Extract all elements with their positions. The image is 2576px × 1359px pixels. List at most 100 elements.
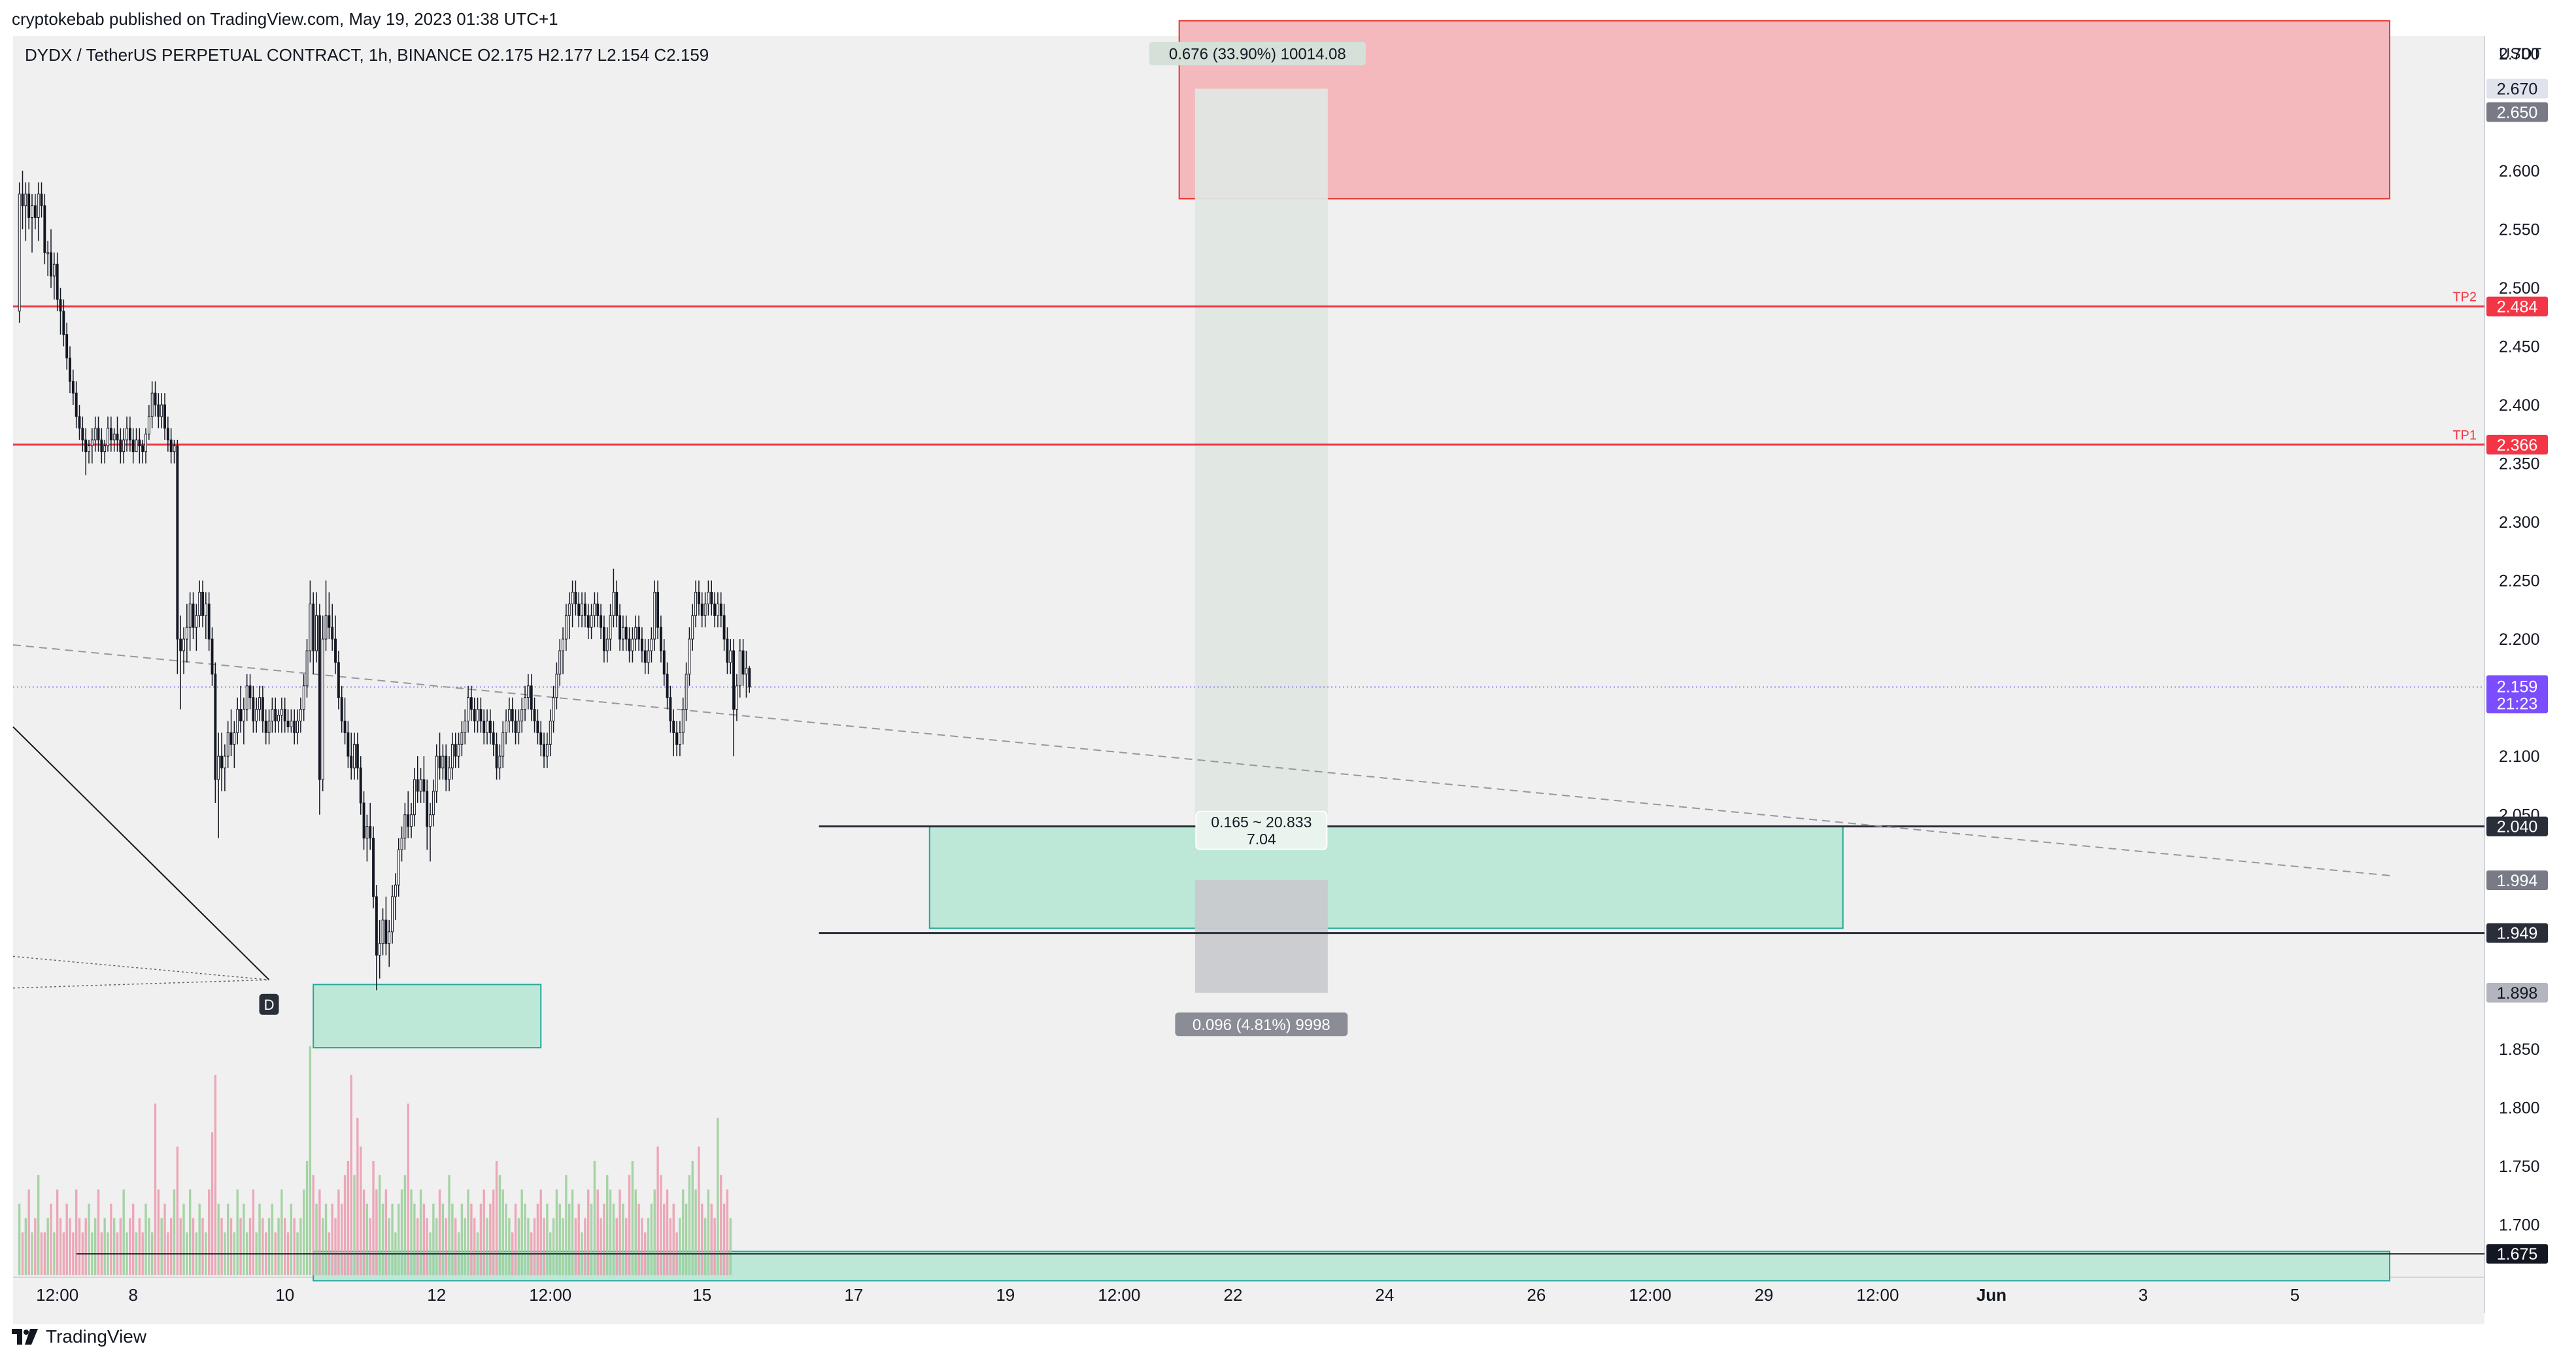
time-axis[interactable]: 12:00 8 10 12 12:00 15 17 19 12:00 22 24 26 12:00 29 1…: [36, 1285, 2299, 1305]
volume-bar: [498, 1175, 501, 1275]
volume-bar: [391, 1203, 394, 1275]
time-tick-label: 12:00: [1098, 1285, 1140, 1305]
candle-body: [252, 697, 255, 721]
volume-bar: [208, 1189, 211, 1275]
candle-body: [264, 720, 267, 733]
candle-body: [457, 744, 460, 757]
volume-bar: [252, 1189, 255, 1275]
volume-bar: [464, 1218, 466, 1275]
volume-bar: [495, 1161, 498, 1275]
price-axis-badge-text: 1.898: [2497, 984, 2538, 1003]
candle-body: [350, 755, 353, 768]
volume-bar: [492, 1189, 495, 1275]
time-tick-label: 12:00: [36, 1285, 78, 1305]
candle-body: [495, 744, 498, 768]
candle-body: [507, 709, 511, 721]
volume-bar: [192, 1218, 195, 1275]
volume-bar: [103, 1218, 106, 1275]
volume-bar: [441, 1203, 445, 1275]
volume-bar: [343, 1175, 347, 1275]
candle-body: [600, 615, 603, 628]
price-axis-badge-text: 2.650: [2497, 103, 2538, 122]
candle-body: [286, 720, 290, 727]
volume-bar: [262, 1218, 264, 1275]
volume-bar: [600, 1218, 602, 1275]
price-axis-badge-text: 1.949: [2497, 925, 2538, 943]
volume-bar: [372, 1161, 375, 1275]
candle-body: [31, 205, 33, 218]
volume-bar: [331, 1203, 333, 1275]
candle-body: [128, 428, 131, 441]
trendlines-layer: [12, 644, 2390, 989]
candle-body: [201, 592, 204, 616]
measure-down-label-bg: [1175, 1012, 1348, 1037]
candle-body: [650, 638, 653, 651]
candle-body: [144, 434, 147, 453]
candle-body: [581, 603, 584, 616]
price-tick-label: 1.850: [2499, 1041, 2540, 1059]
price-tick-label: 2.350: [2499, 455, 2540, 473]
volume-bar: [198, 1203, 201, 1275]
price-axis-badge: [2486, 296, 2548, 317]
price-tick-label: 2.600: [2499, 162, 2540, 181]
volume-bar: [625, 1218, 628, 1275]
candle-body: [315, 615, 318, 651]
zones-layer: [313, 20, 2390, 1282]
candle-body: [274, 709, 277, 721]
price-axis-badge: [2486, 78, 2548, 99]
candle-body: [109, 428, 112, 441]
candle-body: [71, 381, 75, 394]
volume-bar: [489, 1203, 492, 1275]
volume-bar: [169, 1218, 173, 1275]
candle-body: [290, 720, 293, 727]
candle-body: [378, 943, 381, 956]
volume-bar: [593, 1161, 596, 1275]
volume-bar: [375, 1189, 378, 1275]
time-tick-label: 17: [844, 1285, 863, 1305]
candle-body: [441, 755, 445, 768]
candle-body: [84, 439, 88, 453]
volume-bar: [62, 1232, 65, 1275]
tradingview-logo[interactable]: TradingView: [12, 1324, 146, 1350]
time-tick-label: 10: [275, 1285, 294, 1305]
volume-bar: [182, 1203, 185, 1275]
candle-body: [56, 264, 59, 300]
candle-body: [707, 592, 710, 604]
demand-zone: [928, 825, 1844, 929]
volume-bar: [353, 1175, 356, 1275]
candle-body: [469, 697, 473, 710]
candle-body: [220, 755, 223, 768]
candle-body: [369, 826, 372, 839]
volume-bar: [438, 1189, 441, 1275]
candle-body: [173, 445, 176, 453]
price-axis-badge: [2486, 982, 2548, 1003]
candle-body: [400, 838, 403, 850]
candle-body: [328, 615, 331, 628]
candle-body: [176, 445, 179, 640]
candle-body: [555, 674, 558, 698]
volume-bar: [479, 1203, 483, 1275]
volume-bar: [173, 1189, 176, 1275]
price-tick-label: 2.500: [2499, 279, 2540, 298]
price-axis[interactable]: 2.700 2.600 2.550 2.500 2.450 2.400 2.350 2.300…: [2486, 45, 2548, 1264]
candle-body: [678, 732, 681, 745]
current-price-countdown: 21:23: [2497, 695, 2538, 714]
volume-bar: [669, 1218, 672, 1275]
volume-bar: [144, 1203, 147, 1275]
candle-body: [309, 603, 312, 651]
candle-body: [621, 627, 624, 640]
volume-bar: [505, 1203, 507, 1275]
ratio-label-bg: [1195, 810, 1328, 850]
candle-body: [435, 755, 438, 792]
candle-body: [103, 445, 107, 453]
volume-bar: [303, 1189, 305, 1275]
volume-bar: [369, 1218, 371, 1275]
demand-zone: [313, 1250, 2390, 1282]
candle-body: [88, 445, 90, 453]
volume-bar: [691, 1161, 694, 1275]
current-price-value: 2.159: [2497, 678, 2538, 697]
candle-body: [429, 814, 432, 827]
volume-bar: [524, 1203, 526, 1275]
candle-body: [188, 603, 192, 628]
